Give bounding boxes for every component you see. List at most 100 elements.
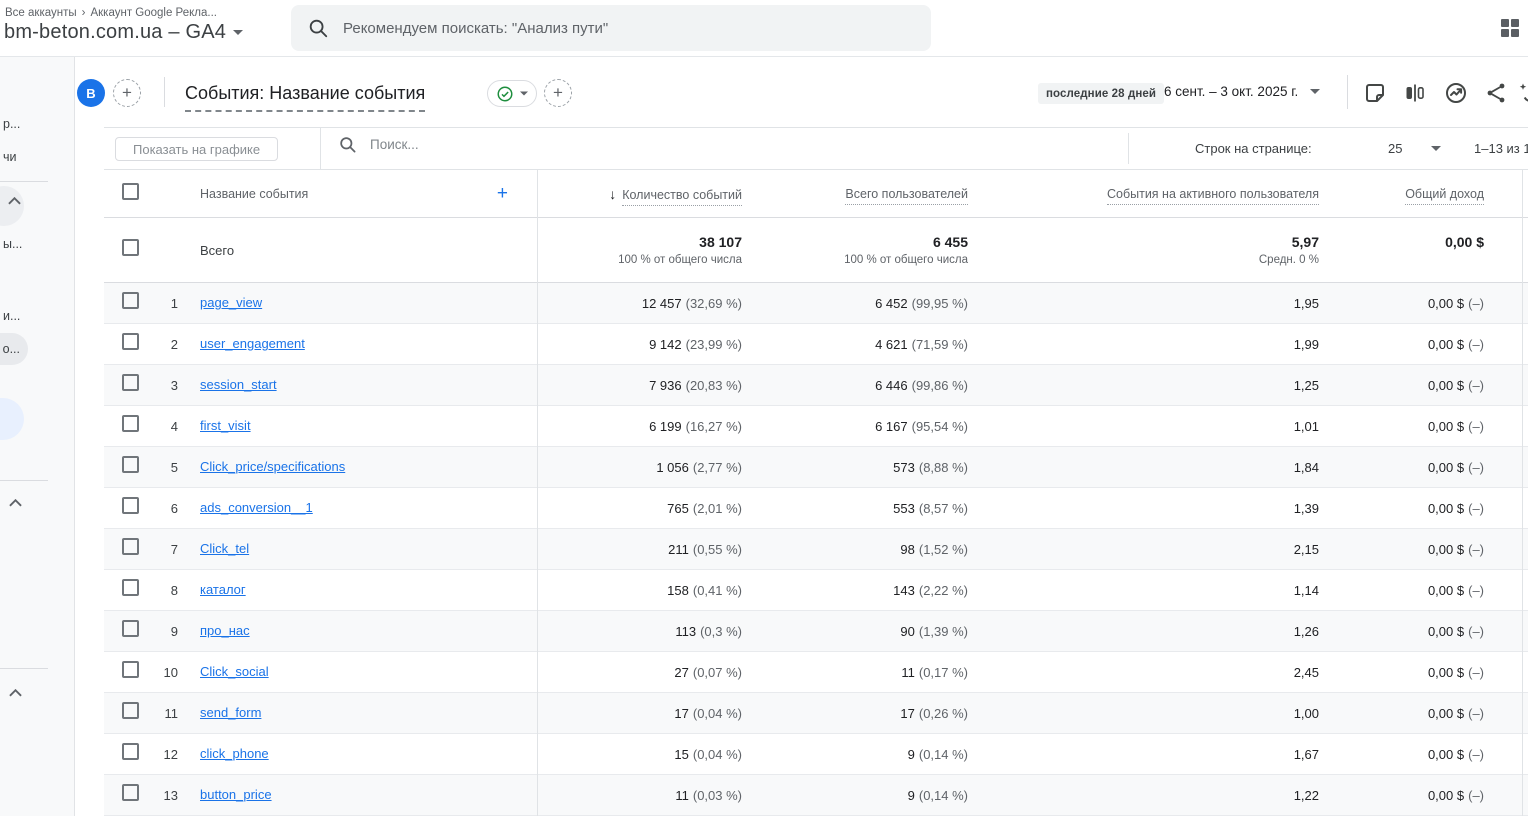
row-checkbox[interactable] — [122, 456, 139, 473]
event-name-link[interactable]: Click_price/specifications — [200, 459, 346, 474]
revenue-note: (–) — [1468, 664, 1484, 680]
row-checkbox[interactable] — [122, 292, 139, 309]
global-search-input[interactable] — [343, 19, 915, 37]
nav-item-fragment[interactable]: чи — [3, 150, 17, 164]
plus-icon: + — [553, 83, 563, 102]
property-name: bm-beton.com.ua – GA4 — [4, 21, 227, 43]
nav-item-fragment[interactable]: и... — [3, 309, 21, 323]
row-checkbox[interactable] — [122, 497, 139, 514]
collapse-section-button[interactable] — [0, 186, 24, 226]
table-row: 1 page_view 12 457 (32,69 %) 6 452 (99,95 … — [75, 283, 1528, 324]
column-header-event-name[interactable]: Название события — [200, 186, 309, 201]
chevron-up-icon[interactable] — [9, 499, 22, 507]
totals-event-count: 38 107 — [699, 234, 742, 250]
add-metric-button[interactable]: + — [544, 79, 572, 107]
note-icon[interactable] — [1363, 81, 1387, 105]
table-row: 5 Click_price/specifications 1 056 (2,77 … — [75, 447, 1528, 488]
column-header-event-count[interactable]: Количество событий — [622, 187, 742, 206]
row-checkbox[interactable] — [122, 374, 139, 391]
event-name-link[interactable]: button_price — [200, 787, 272, 802]
nav-item-pill[interactable]: о... — [0, 333, 28, 365]
plot-rows-button[interactable]: Показать на графике — [115, 137, 279, 161]
table-row: 13 button_price 11 (0,03 %) 9 (0,14 %) 1,2… — [75, 775, 1528, 816]
row-index: 3 — [170, 377, 178, 393]
column-header-events-per-user[interactable]: События на активного пользователя — [1106, 187, 1319, 205]
event-count-percent: (32,69 %) — [685, 295, 742, 311]
row-checkbox[interactable] — [122, 661, 139, 678]
breadcrumb-separator-icon: › — [81, 7, 86, 19]
totals-event-count-sub: 100 % от общего числа — [618, 254, 742, 266]
total-users-value: 4 621 — [875, 336, 908, 352]
column-header-total-users[interactable]: Всего пользователей — [845, 187, 968, 205]
event-name-link[interactable]: click_phone — [200, 746, 269, 761]
revenue-note: (–) — [1468, 746, 1484, 762]
table-row: 10 Click_social 27 (0,07 %) 11 (0,17 %) 2,… — [75, 652, 1528, 693]
insights-icon[interactable] — [1444, 81, 1468, 105]
total-users-value: 98 — [900, 541, 915, 557]
revenue-value: 0,00 $ — [1427, 459, 1465, 475]
events-per-user-value: 1,01 — [1293, 418, 1319, 434]
table-search-input[interactable] — [370, 137, 670, 152]
revenue-note: (–) — [1468, 295, 1484, 311]
report-dimension-selector[interactable]: События: Название события — [185, 83, 426, 112]
row-checkbox[interactable] — [122, 415, 139, 432]
event-count-percent: (2,01 %) — [692, 500, 742, 516]
check-circle-icon — [496, 85, 514, 103]
event-name-link[interactable]: Click_tel — [200, 541, 250, 556]
nav-item-fragment[interactable]: р... — [3, 117, 21, 131]
chevron-up-icon[interactable] — [9, 689, 22, 697]
row-checkbox[interactable] — [122, 333, 139, 350]
add-comparison-button[interactable]: + — [113, 79, 141, 107]
date-range-selector[interactable]: 6 сент. – 3 окт. 2025 г. — [1164, 84, 1321, 99]
row-checkbox[interactable] — [122, 784, 139, 801]
row-checkbox[interactable] — [122, 743, 139, 760]
event-name-link[interactable]: send_form — [200, 705, 262, 720]
event-name-link[interactable]: ads_conversion__1 — [200, 500, 313, 515]
table-search[interactable] — [338, 135, 670, 154]
nav-item-selected-pill[interactable] — [0, 398, 24, 440]
events-per-user-value: 1,99 — [1293, 336, 1319, 352]
chevron-up-icon[interactable] — [8, 197, 21, 205]
search-icon — [338, 135, 357, 154]
event-name-link[interactable]: Click_social — [200, 664, 269, 679]
table-controls-row: Показать на графике Строк на странице: 2… — [75, 127, 1528, 170]
row-checkbox[interactable] — [122, 538, 139, 555]
select-all-checkbox[interactable] — [122, 182, 139, 200]
property-switcher[interactable]: bm-beton.com.ua – GA4 — [4, 21, 244, 44]
nav-divider — [0, 181, 48, 182]
date-preset-badge: последние 28 дней — [1038, 83, 1165, 104]
event-name-link[interactable]: каталог — [200, 582, 246, 597]
event-name-link[interactable]: first_visit — [200, 418, 251, 433]
totals-checkbox[interactable] — [122, 239, 139, 256]
chevron-down-icon[interactable] — [1431, 146, 1441, 151]
revenue-note: (–) — [1468, 377, 1484, 393]
row-checkbox[interactable] — [122, 620, 139, 637]
event-name-link[interactable]: session_start — [200, 377, 277, 392]
row-checkbox[interactable] — [122, 702, 139, 719]
revenue-value: 0,00 $ — [1427, 664, 1465, 680]
revenue-note: (–) — [1468, 336, 1484, 352]
rows-per-page-select[interactable]: 25 — [1388, 141, 1403, 156]
breadcrumb-account[interactable]: Аккаунт Google Рекла... — [90, 7, 217, 19]
google-apps-grid-icon[interactable] — [1498, 16, 1522, 40]
dimension-status-selector[interactable] — [487, 80, 537, 107]
segment-badge[interactable]: В — [77, 79, 105, 107]
events-per-user-value: 2,15 — [1293, 541, 1319, 557]
event-name-link[interactable]: page_view — [200, 295, 263, 310]
compare-icon[interactable] — [1403, 81, 1427, 105]
assistant-icon[interactable] — [1517, 81, 1528, 105]
event-name-link[interactable]: про_нас — [200, 623, 250, 638]
sort-descending-icon[interactable]: ↓ — [609, 185, 617, 202]
breadcrumb-all-accounts[interactable]: Все аккаунты — [5, 7, 77, 19]
nav-item-fragment[interactable]: ы... — [3, 237, 23, 251]
event-count-percent: (23,99 %) — [685, 336, 742, 352]
divider — [164, 77, 165, 107]
event-name-link[interactable]: user_engagement — [200, 336, 305, 351]
revenue-note: (–) — [1468, 500, 1484, 516]
global-search-bar[interactable] — [291, 5, 931, 51]
row-index: 12 — [163, 746, 178, 762]
column-header-revenue[interactable]: Общий доход — [1405, 187, 1484, 205]
share-icon[interactable] — [1484, 81, 1508, 105]
add-column-plus-icon[interactable]: + — [496, 183, 508, 204]
row-checkbox[interactable] — [122, 579, 139, 596]
